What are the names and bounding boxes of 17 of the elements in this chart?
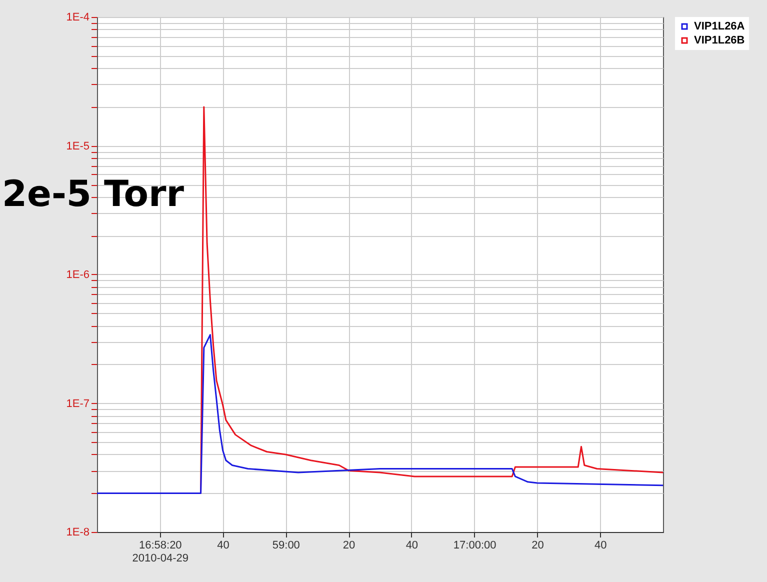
x-tick-label: 20 [532,540,544,552]
line-series [96,334,664,494]
y-tick-label: 1E-5 [66,140,90,152]
x-tick-label: 20 [342,540,356,552]
x-tick-label: 40 [217,540,230,552]
y-tick-label: 1E-6 [66,269,90,281]
x-tick-label: 59:00 [272,540,300,552]
legend-label: VIP1L26A [694,20,745,32]
x-tick-label: 16:58:20 2010-04-29 [132,540,189,564]
x-tick-label: 40 [406,540,418,552]
y-tick-label: 1E-4 [66,12,90,24]
y-tick-label: 1E-8 [66,526,90,538]
y-tick-label: 1E-7 [66,398,90,410]
x-tick-label: 40 [594,540,607,552]
x-tick-label: 17:00:00 [453,540,496,552]
legend-label: VIP1L26B [694,34,745,46]
annotation: 2e-5 Torr [2,174,184,215]
